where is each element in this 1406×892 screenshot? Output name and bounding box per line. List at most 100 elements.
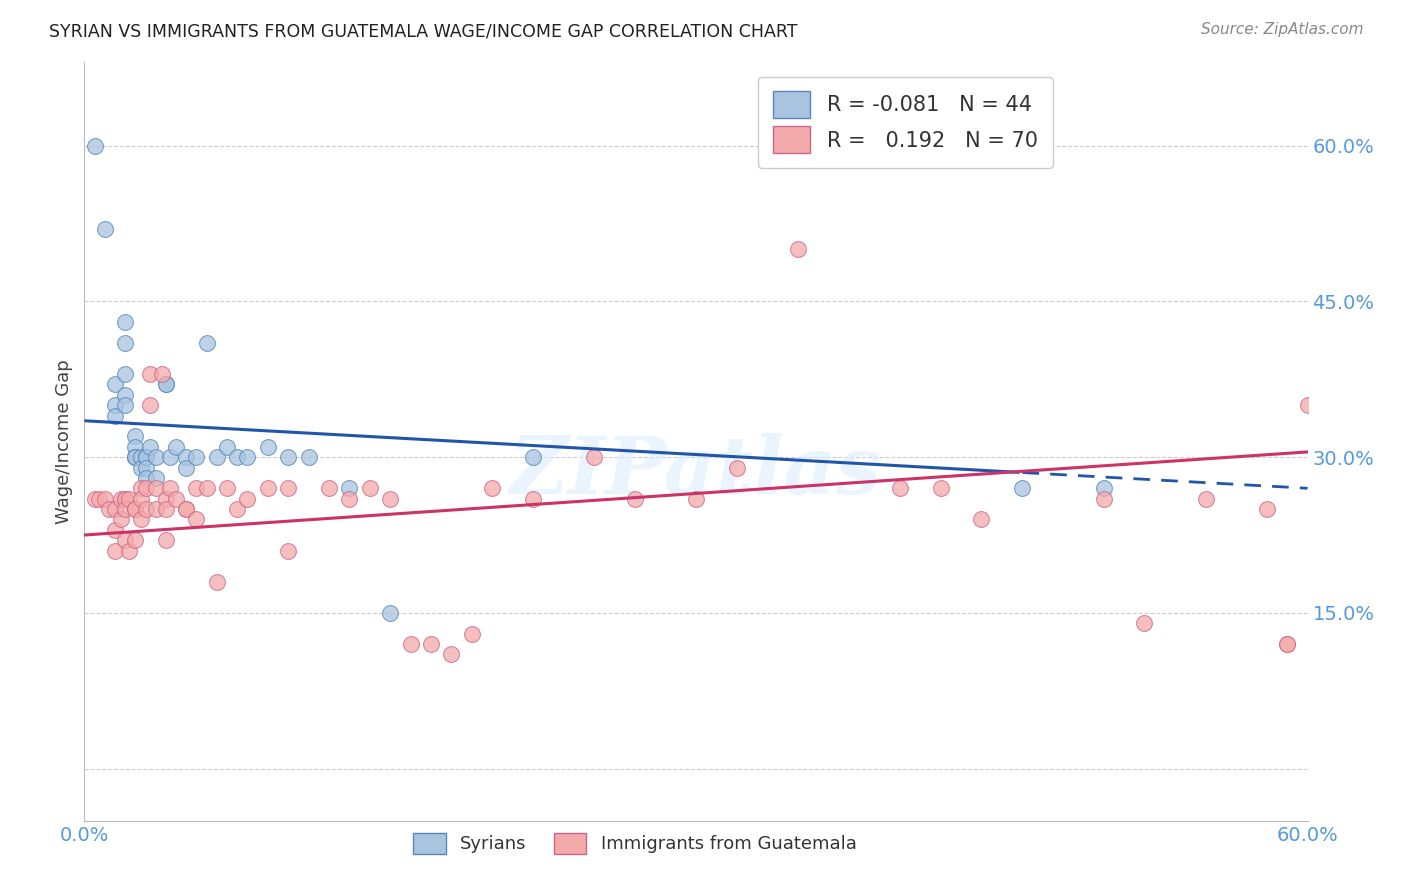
Point [114, 491, 136, 506]
Point [83, 491, 105, 506]
Point [124, 450, 146, 464]
Point [135, 460, 157, 475]
Point [359, 481, 381, 495]
Point [1195, 491, 1218, 506]
Point [195, 335, 218, 350]
Point [124, 502, 146, 516]
Point [124, 440, 146, 454]
Point [155, 377, 177, 392]
Point [339, 481, 361, 495]
Point [522, 450, 544, 464]
Point [118, 543, 141, 558]
Point [1133, 616, 1156, 631]
Point [135, 481, 157, 495]
Point [1296, 398, 1319, 412]
Point [339, 491, 361, 506]
Point [155, 491, 177, 506]
Point [159, 481, 181, 495]
Point [104, 377, 127, 392]
Point [124, 450, 146, 464]
Point [114, 491, 136, 506]
Point [380, 606, 402, 620]
Point [1256, 502, 1278, 516]
Point [440, 648, 463, 662]
Point [131, 481, 153, 495]
Point [135, 471, 157, 485]
Point [155, 533, 177, 548]
Point [124, 502, 146, 516]
Point [93, 221, 115, 235]
Point [277, 450, 299, 464]
Point [131, 450, 153, 464]
Point [174, 460, 197, 475]
Point [226, 502, 249, 516]
Point [624, 491, 647, 506]
Point [93, 491, 115, 506]
Point [145, 481, 167, 495]
Point [135, 502, 157, 516]
Point [1092, 481, 1115, 495]
Point [970, 512, 993, 526]
Point [889, 481, 911, 495]
Point [725, 460, 748, 475]
Point [97, 502, 120, 516]
Text: ZIPatlas: ZIPatlas [510, 434, 882, 510]
Point [155, 377, 177, 392]
Point [186, 481, 208, 495]
Text: Source: ZipAtlas.com: Source: ZipAtlas.com [1201, 22, 1364, 37]
Point [145, 502, 167, 516]
Point [217, 481, 239, 495]
Point [114, 335, 136, 350]
Text: SYRIAN VS IMMIGRANTS FROM GUATEMALA WAGE/INCOME GAP CORRELATION CHART: SYRIAN VS IMMIGRANTS FROM GUATEMALA WAGE… [49, 22, 797, 40]
Point [277, 481, 299, 495]
Point [205, 574, 228, 589]
Point [226, 450, 249, 464]
Point [110, 491, 132, 506]
Point [929, 481, 952, 495]
Point [583, 450, 606, 464]
Point [114, 398, 136, 412]
Point [124, 533, 146, 548]
Point [145, 471, 167, 485]
Point [138, 398, 160, 412]
Point [145, 450, 167, 464]
Point [205, 450, 228, 464]
Point [110, 512, 132, 526]
Point [124, 429, 146, 443]
Point [165, 440, 187, 454]
Point [114, 367, 136, 381]
Point [124, 450, 146, 464]
Point [257, 440, 280, 454]
Y-axis label: Wage/Income Gap: Wage/Income Gap [55, 359, 73, 524]
Point [104, 502, 127, 516]
Point [236, 491, 259, 506]
Point [522, 491, 544, 506]
Point [277, 543, 299, 558]
Point [461, 626, 484, 640]
Point [217, 440, 239, 454]
Point [186, 512, 208, 526]
Point [87, 491, 110, 506]
Point [186, 450, 208, 464]
Point [420, 637, 443, 651]
Point [195, 481, 218, 495]
Point [155, 502, 177, 516]
Point [236, 450, 259, 464]
Point [481, 481, 503, 495]
Point [174, 502, 197, 516]
Point [1277, 637, 1299, 651]
Point [131, 512, 153, 526]
Point [131, 460, 153, 475]
Point [135, 450, 157, 464]
Point [138, 440, 160, 454]
Point [380, 491, 402, 506]
Point [104, 523, 127, 537]
Point [1277, 637, 1299, 651]
Point [787, 243, 810, 257]
Point [138, 367, 160, 381]
Point [104, 409, 127, 423]
Point [257, 481, 280, 495]
Point [318, 481, 340, 495]
Point [1011, 481, 1033, 495]
Point [83, 138, 105, 153]
